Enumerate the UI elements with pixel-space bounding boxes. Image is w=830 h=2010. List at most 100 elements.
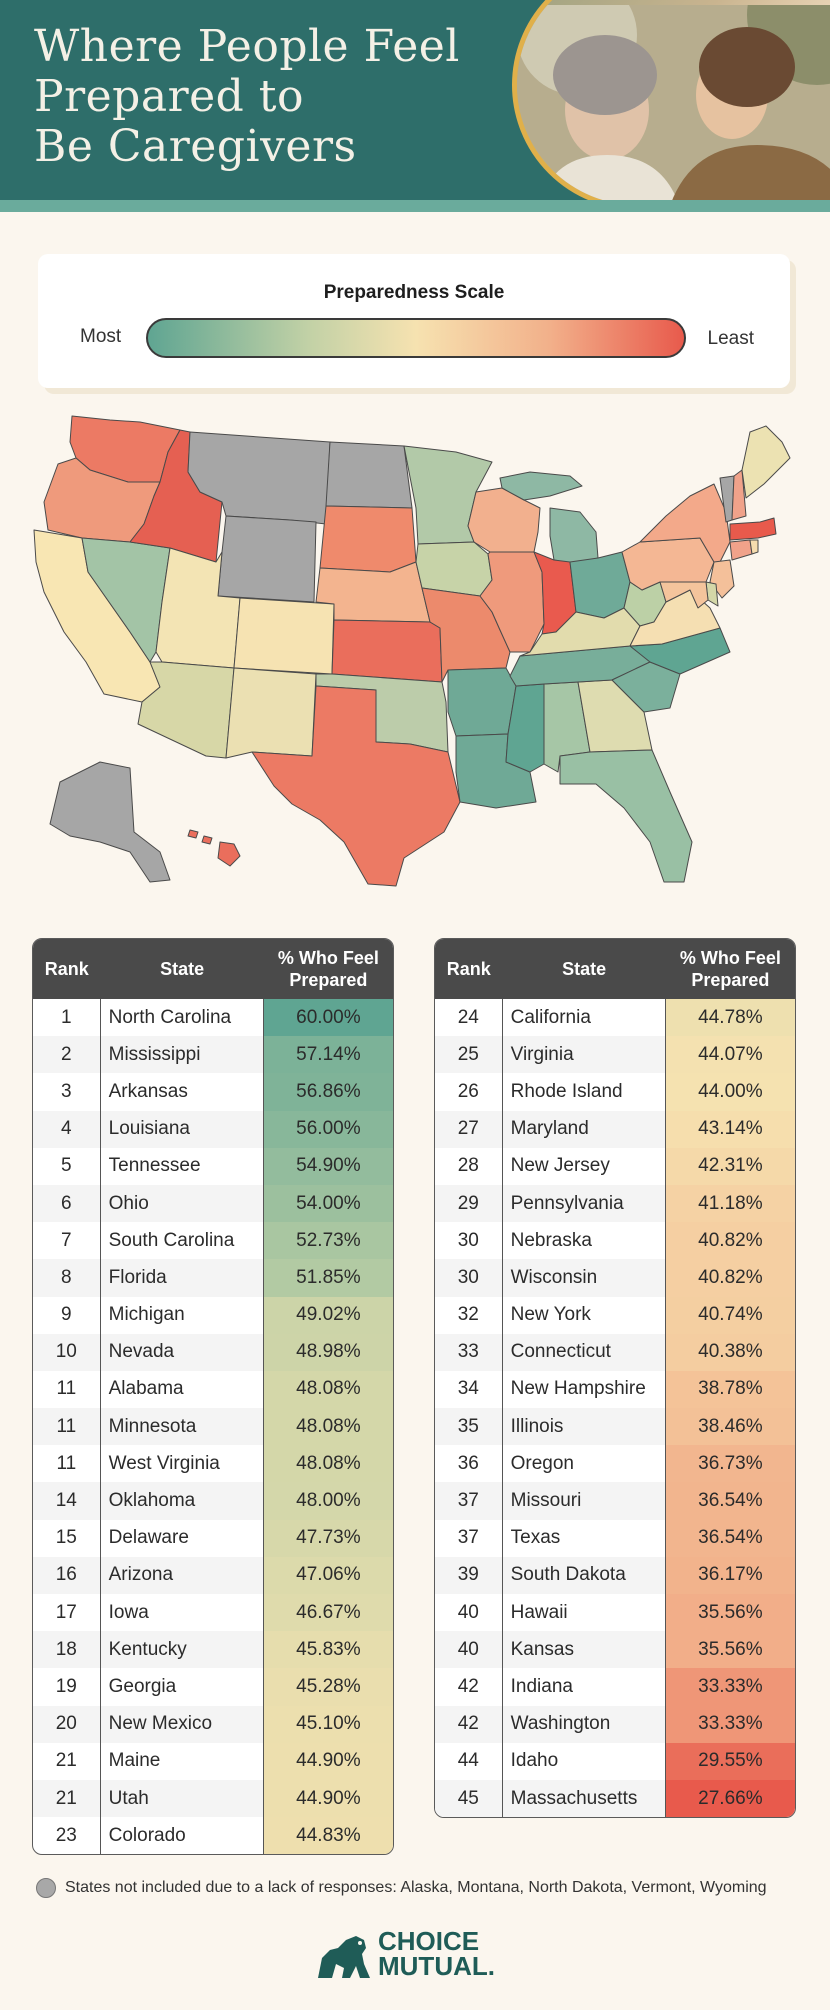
rank-cell: 11 [33, 1408, 101, 1446]
rank-cell: 15 [33, 1519, 101, 1557]
state-cell: New Jersey [503, 1147, 666, 1185]
state-cell: Minnesota [101, 1408, 264, 1446]
table-row: 36 Oregon 36.73% [435, 1445, 795, 1483]
bear-logo-icon [318, 1936, 370, 1978]
rank-cell: 21 [33, 1742, 101, 1780]
rank-cell: 20 [33, 1705, 101, 1743]
table-header: Rank State % Who Feel Prepared [33, 939, 393, 999]
title-line: Be Caregivers [34, 121, 357, 172]
state-cell: Louisiana [101, 1110, 264, 1148]
col-header-state: State [160, 959, 205, 979]
rank-cell: 11 [33, 1370, 101, 1409]
pct-cell: 45.28% [263, 1668, 393, 1706]
state-kansas [331, 619, 443, 683]
pct-cell: 44.83% [263, 1817, 393, 1855]
state-cell: Oklahoma [101, 1482, 264, 1520]
state-cell: Virginia [503, 1036, 666, 1074]
state-maine [741, 425, 791, 499]
table-row: 11 Alabama 48.08% [33, 1370, 393, 1409]
table-row: 26 Rhode Island 44.00% [435, 1073, 795, 1111]
state-cell: New York [503, 1296, 666, 1334]
pct-cell: 47.73% [263, 1519, 393, 1557]
table-row: 32 New York 40.74% [435, 1296, 795, 1334]
state-cell: Ohio [101, 1184, 264, 1223]
state-iowa [415, 541, 493, 597]
logo-line2: MUTUAL. [378, 1951, 495, 1981]
state-cell: California [503, 999, 666, 1037]
pct-cell: 47.06% [263, 1556, 393, 1594]
rank-cell: 37 [435, 1482, 503, 1520]
table-row: 29 Pennsylvania 41.18% [435, 1184, 795, 1223]
table-row: 42 Indiana 33.33% [435, 1668, 795, 1706]
rank-cell: 24 [435, 999, 503, 1037]
state-cell: Arizona [101, 1556, 264, 1594]
col-header-pct: % Who Feel Prepared [679, 948, 781, 990]
table-row: 27 Maryland 43.14% [435, 1110, 795, 1148]
state-cell: Georgia [101, 1668, 264, 1706]
rank-cell: 23 [33, 1817, 101, 1855]
table-row: 42 Washington 33.33% [435, 1705, 795, 1743]
rank-cell: 8 [33, 1259, 101, 1297]
table-row: 3 Arkansas 56.86% [33, 1073, 393, 1111]
rank-cell: 6 [33, 1184, 101, 1223]
table-row: 10 Nevada 48.98% [33, 1333, 393, 1371]
ranking-table-left: Rank State % Who Feel Prepared 1 North Ca… [32, 938, 394, 1856]
pct-cell: 52.73% [263, 1222, 393, 1260]
table-row: 16 Arizona 47.06% [33, 1556, 393, 1594]
table-row: 33 Connecticut 40.38% [435, 1333, 795, 1371]
rank-cell: 29 [435, 1184, 503, 1223]
table-row: 24 California 44.78% [435, 999, 795, 1037]
rank-cell: 28 [435, 1147, 503, 1185]
rank-cell: 36 [435, 1445, 503, 1483]
scale-gradient-bar [146, 318, 686, 358]
rank-cell: 21 [33, 1779, 101, 1818]
state-cell: Delaware [101, 1519, 264, 1557]
table-row: 44 Idaho 29.55% [435, 1742, 795, 1780]
state-hawaii-islet [201, 835, 213, 845]
rank-cell: 37 [435, 1519, 503, 1557]
pct-cell: 36.73% [665, 1445, 795, 1483]
table-row: 40 Kansas 35.56% [435, 1631, 795, 1669]
table-row: 30 Nebraska 40.82% [435, 1222, 795, 1260]
choice-mutual-logo: CHOICE MUTUAL. [316, 1926, 495, 1982]
not-included-swatch [36, 1878, 56, 1898]
rank-cell: 40 [435, 1594, 503, 1632]
table-row: 37 Texas 36.54% [435, 1519, 795, 1557]
rank-cell: 25 [435, 1036, 503, 1074]
state-massachusetts [729, 517, 777, 541]
ranking-table-right: Rank State % Who Feel Prepared 24 Califor… [434, 938, 796, 1819]
pct-cell: 33.33% [665, 1705, 795, 1743]
rank-cell: 35 [435, 1408, 503, 1446]
rank-cell: 16 [33, 1556, 101, 1594]
table-row: 34 New Hampshire 38.78% [435, 1370, 795, 1409]
state-new-hampshire [731, 469, 747, 521]
preparedness-scale-legend: Preparedness Scale Most Least [38, 254, 790, 388]
state-cell: Massachusetts [503, 1779, 666, 1818]
pct-cell: 40.82% [665, 1222, 795, 1260]
state-cell: Kansas [503, 1631, 666, 1669]
col-header-rank: Rank [44, 959, 89, 979]
state-cell: Mississippi [101, 1036, 264, 1074]
pct-cell: 35.56% [665, 1594, 795, 1632]
state-cell: Wisconsin [503, 1259, 666, 1297]
table-row: 9 Michigan 49.02% [33, 1296, 393, 1334]
pct-cell: 49.02% [263, 1296, 393, 1334]
state-connecticut [729, 539, 753, 561]
state-cell: Michigan [101, 1296, 264, 1334]
pct-cell: 40.82% [665, 1259, 795, 1297]
rank-cell: 44 [435, 1742, 503, 1780]
pct-cell: 35.56% [665, 1631, 795, 1669]
rank-cell: 7 [33, 1222, 101, 1260]
state-cell: Maine [101, 1742, 264, 1780]
table-row: 39 South Dakota 36.17% [435, 1556, 795, 1594]
scale-title: Preparedness Scale [323, 282, 505, 303]
state-cell: Idaho [503, 1742, 666, 1780]
pct-cell: 38.78% [665, 1370, 795, 1409]
rank-cell: 2 [33, 1036, 101, 1074]
table-row: 11 West Virginia 48.08% [33, 1445, 393, 1483]
pct-cell: 29.55% [665, 1742, 795, 1780]
pct-cell: 60.00% [263, 999, 393, 1037]
state-cell: Washington [503, 1705, 666, 1743]
caregiver-photo [512, 0, 830, 210]
state-cell: South Dakota [503, 1556, 666, 1594]
